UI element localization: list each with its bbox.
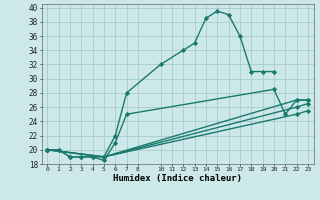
X-axis label: Humidex (Indice chaleur): Humidex (Indice chaleur) [113, 174, 242, 183]
